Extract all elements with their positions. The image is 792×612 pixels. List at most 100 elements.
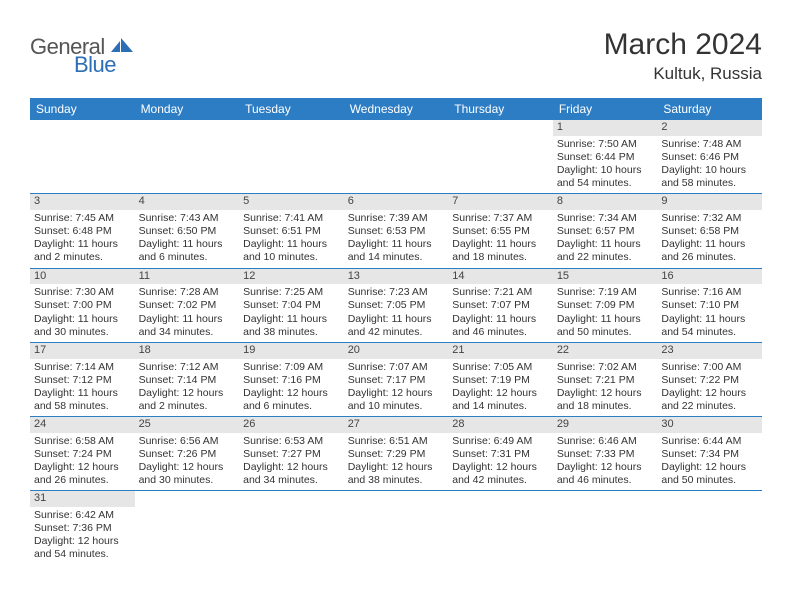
sunset-text: Sunset: 7:24 PM — [34, 448, 131, 461]
sunrise-text: Sunrise: 6:56 AM — [139, 435, 236, 448]
calendar-cell: 30Sunrise: 6:44 AMSunset: 7:34 PMDayligh… — [657, 417, 762, 491]
daylight1-text: Daylight: 11 hours — [34, 313, 131, 326]
sunset-text: Sunset: 7:21 PM — [557, 374, 654, 387]
sunrise-text: Sunrise: 7:19 AM — [557, 286, 654, 299]
sunset-text: Sunset: 7:26 PM — [139, 448, 236, 461]
day-details: Sunrise: 6:51 AMSunset: 7:29 PMDaylight:… — [344, 433, 449, 491]
day-number: 10 — [30, 269, 135, 285]
sunset-text: Sunset: 7:29 PM — [348, 448, 445, 461]
sunset-text: Sunset: 6:46 PM — [661, 151, 758, 164]
sunrise-text: Sunrise: 7:07 AM — [348, 361, 445, 374]
day-details: Sunrise: 7:50 AMSunset: 6:44 PMDaylight:… — [553, 136, 658, 194]
day-number: 20 — [344, 343, 449, 359]
daylight1-text: Daylight: 10 hours — [557, 164, 654, 177]
day-number: 23 — [657, 343, 762, 359]
calendar-cell: 27Sunrise: 6:51 AMSunset: 7:29 PMDayligh… — [344, 417, 449, 491]
calendar-cell: 17Sunrise: 7:14 AMSunset: 7:12 PMDayligh… — [30, 342, 135, 416]
sunrise-text: Sunrise: 7:45 AM — [34, 212, 131, 225]
calendar-cell: 12Sunrise: 7:25 AMSunset: 7:04 PMDayligh… — [239, 268, 344, 342]
daylight2-text: and 10 minutes. — [243, 251, 340, 264]
daylight2-text: and 58 minutes. — [661, 177, 758, 190]
weekday-header: Wednesday — [344, 98, 449, 120]
day-number: 15 — [553, 269, 658, 285]
sunrise-text: Sunrise: 6:46 AM — [557, 435, 654, 448]
calendar-cell — [135, 491, 240, 565]
daylight2-text: and 46 minutes. — [557, 474, 654, 487]
daylight2-text: and 30 minutes. — [34, 326, 131, 339]
sunset-text: Sunset: 6:57 PM — [557, 225, 654, 238]
day-details: Sunrise: 7:37 AMSunset: 6:55 PMDaylight:… — [448, 210, 553, 268]
day-details: Sunrise: 7:43 AMSunset: 6:50 PMDaylight:… — [135, 210, 240, 268]
day-details: Sunrise: 7:05 AMSunset: 7:19 PMDaylight:… — [448, 359, 553, 417]
day-details: Sunrise: 7:12 AMSunset: 7:14 PMDaylight:… — [135, 359, 240, 417]
sunrise-text: Sunrise: 7:28 AM — [139, 286, 236, 299]
day-number: 12 — [239, 269, 344, 285]
daylight1-text: Daylight: 11 hours — [34, 387, 131, 400]
sunset-text: Sunset: 6:58 PM — [661, 225, 758, 238]
calendar-cell: 15Sunrise: 7:19 AMSunset: 7:09 PMDayligh… — [553, 268, 658, 342]
calendar-cell: 2Sunrise: 7:48 AMSunset: 6:46 PMDaylight… — [657, 120, 762, 194]
calendar-cell: 7Sunrise: 7:37 AMSunset: 6:55 PMDaylight… — [448, 194, 553, 268]
sunset-text: Sunset: 6:48 PM — [34, 225, 131, 238]
sail-icon — [111, 38, 133, 57]
day-number: 6 — [344, 194, 449, 210]
day-number: 11 — [135, 269, 240, 285]
day-details: Sunrise: 7:25 AMSunset: 7:04 PMDaylight:… — [239, 284, 344, 342]
calendar-cell — [448, 491, 553, 565]
calendar-cell: 28Sunrise: 6:49 AMSunset: 7:31 PMDayligh… — [448, 417, 553, 491]
calendar-week: 31Sunrise: 6:42 AMSunset: 7:36 PMDayligh… — [30, 491, 762, 565]
day-details: Sunrise: 7:09 AMSunset: 7:16 PMDaylight:… — [239, 359, 344, 417]
day-details: Sunrise: 7:00 AMSunset: 7:22 PMDaylight:… — [657, 359, 762, 417]
day-details: Sunrise: 7:02 AMSunset: 7:21 PMDaylight:… — [553, 359, 658, 417]
sunrise-text: Sunrise: 7:48 AM — [661, 138, 758, 151]
sunset-text: Sunset: 7:16 PM — [243, 374, 340, 387]
day-number: 16 — [657, 269, 762, 285]
sunset-text: Sunset: 6:55 PM — [452, 225, 549, 238]
sunrise-text: Sunrise: 6:53 AM — [243, 435, 340, 448]
calendar-week: 1Sunrise: 7:50 AMSunset: 6:44 PMDaylight… — [30, 120, 762, 194]
daylight1-text: Daylight: 11 hours — [139, 313, 236, 326]
sunrise-text: Sunrise: 6:49 AM — [452, 435, 549, 448]
day-details: Sunrise: 7:21 AMSunset: 7:07 PMDaylight:… — [448, 284, 553, 342]
day-number: 3 — [30, 194, 135, 210]
calendar-cell: 31Sunrise: 6:42 AMSunset: 7:36 PMDayligh… — [30, 491, 135, 565]
daylight1-text: Daylight: 11 hours — [557, 238, 654, 251]
calendar-cell: 9Sunrise: 7:32 AMSunset: 6:58 PMDaylight… — [657, 194, 762, 268]
calendar-cell: 8Sunrise: 7:34 AMSunset: 6:57 PMDaylight… — [553, 194, 658, 268]
day-details: Sunrise: 6:44 AMSunset: 7:34 PMDaylight:… — [657, 433, 762, 491]
logo: GeneralBlue — [30, 34, 131, 78]
day-details: Sunrise: 7:16 AMSunset: 7:10 PMDaylight:… — [657, 284, 762, 342]
day-number: 19 — [239, 343, 344, 359]
day-details: Sunrise: 7:19 AMSunset: 7:09 PMDaylight:… — [553, 284, 658, 342]
daylight2-text: and 26 minutes. — [661, 251, 758, 264]
daylight2-text: and 50 minutes. — [557, 326, 654, 339]
daylight2-text: and 38 minutes. — [243, 326, 340, 339]
daylight2-text: and 2 minutes. — [34, 251, 131, 264]
day-number: 18 — [135, 343, 240, 359]
calendar-cell: 29Sunrise: 6:46 AMSunset: 7:33 PMDayligh… — [553, 417, 658, 491]
sunrise-text: Sunrise: 7:09 AM — [243, 361, 340, 374]
day-number: 24 — [30, 417, 135, 433]
daylight1-text: Daylight: 11 hours — [34, 238, 131, 251]
day-details: Sunrise: 7:45 AMSunset: 6:48 PMDaylight:… — [30, 210, 135, 268]
day-details: Sunrise: 7:34 AMSunset: 6:57 PMDaylight:… — [553, 210, 658, 268]
sunset-text: Sunset: 7:31 PM — [452, 448, 549, 461]
calendar-week: 17Sunrise: 7:14 AMSunset: 7:12 PMDayligh… — [30, 342, 762, 416]
daylight1-text: Daylight: 12 hours — [348, 461, 445, 474]
sunrise-text: Sunrise: 7:02 AM — [557, 361, 654, 374]
sunrise-text: Sunrise: 6:42 AM — [34, 509, 131, 522]
sunset-text: Sunset: 7:27 PM — [243, 448, 340, 461]
sunset-text: Sunset: 6:51 PM — [243, 225, 340, 238]
sunset-text: Sunset: 7:34 PM — [661, 448, 758, 461]
day-number: 25 — [135, 417, 240, 433]
sunrise-text: Sunrise: 7:21 AM — [452, 286, 549, 299]
page: GeneralBlue March 2024 Kultuk, Russia Su… — [0, 0, 792, 585]
daylight2-text: and 22 minutes. — [557, 251, 654, 264]
day-number: 13 — [344, 269, 449, 285]
day-number: 17 — [30, 343, 135, 359]
calendar-cell: 18Sunrise: 7:12 AMSunset: 7:14 PMDayligh… — [135, 342, 240, 416]
day-details: Sunrise: 7:41 AMSunset: 6:51 PMDaylight:… — [239, 210, 344, 268]
daylight1-text: Daylight: 12 hours — [452, 461, 549, 474]
day-number: 30 — [657, 417, 762, 433]
sunrise-text: Sunrise: 6:51 AM — [348, 435, 445, 448]
